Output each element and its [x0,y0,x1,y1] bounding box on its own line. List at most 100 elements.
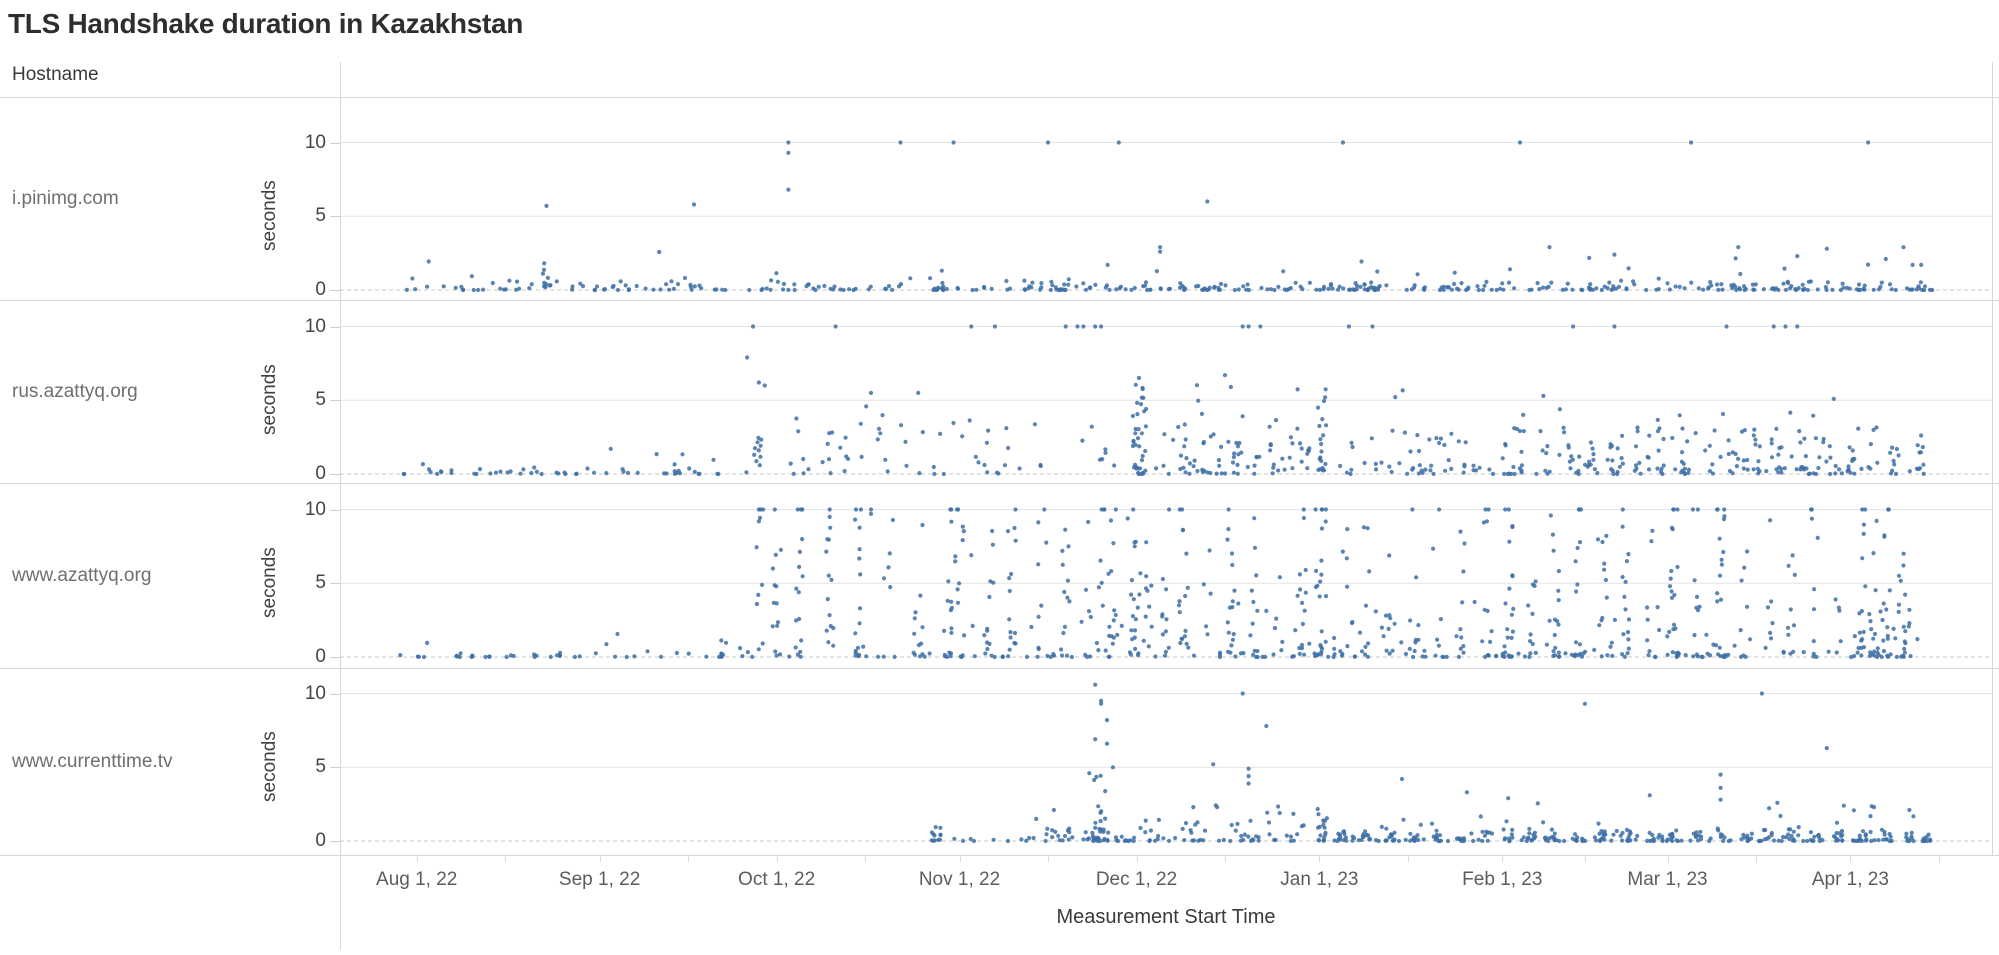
data-point [1313,507,1318,512]
data-point [1716,828,1721,833]
data-point [1000,654,1005,659]
data-point [1583,462,1588,467]
data-point [1007,647,1012,652]
data-point [1670,650,1675,655]
data-point [1907,621,1912,626]
data-point [1549,827,1554,832]
data-point [1526,603,1531,608]
data-point [1483,507,1488,512]
data-point [1108,518,1114,523]
data-point [1416,448,1422,454]
data-point [1012,640,1017,646]
data-point [1129,628,1134,633]
data-point [1230,637,1235,642]
data-point [1506,280,1512,285]
data-point [1218,281,1224,286]
data-point [1090,830,1095,835]
data-point [954,507,960,512]
data-point [1235,444,1241,449]
data-point [1196,838,1201,843]
data-point [1620,652,1625,657]
data-point [1674,654,1679,659]
data-point [1487,830,1492,835]
data-point [800,574,805,579]
data-point [1191,653,1197,658]
data-point [1909,834,1914,839]
data-point [1577,642,1582,647]
data-point [970,623,975,628]
data-point [1695,507,1700,512]
data-point [1112,463,1117,468]
data-point [1226,439,1231,444]
data-point [1698,829,1703,834]
data-point [1852,634,1857,639]
data-point [1045,653,1050,659]
data-point [1874,425,1879,430]
data-point [1268,448,1273,453]
data-point [1646,455,1651,460]
data-point [1290,466,1295,471]
data-point [1605,457,1610,462]
data-point [1834,831,1839,836]
data-point [1655,466,1660,471]
data-point [1316,838,1321,843]
data-point [1183,437,1188,442]
data-point [1006,654,1011,659]
data-point [1749,836,1754,841]
data-point [1431,834,1436,839]
data-point [861,644,866,649]
data-point [1527,287,1532,293]
data-point [1268,287,1274,292]
data-point [1903,592,1908,597]
data-point [1706,285,1711,290]
data-point [1343,835,1348,840]
data-point [1187,471,1192,476]
data-point [1344,556,1349,561]
data-point [711,457,716,462]
data-point [1094,774,1099,779]
data-point [1833,835,1838,840]
data-point [1069,654,1074,660]
data-point [1178,453,1184,458]
data-point [1264,608,1269,613]
data-point [831,643,836,648]
data-point [1135,466,1141,471]
data-point [1568,466,1573,471]
data-point [1647,433,1652,438]
data-point [1183,593,1188,599]
data-point [1704,632,1709,637]
data-point [541,267,547,272]
data-point [1345,584,1350,589]
data-point [1141,284,1146,289]
data-point [1131,438,1136,443]
data-point [1133,539,1138,544]
data-point [1111,635,1116,640]
data-point [1288,838,1293,844]
data-point [750,324,756,329]
data-point [1328,283,1334,288]
data-point [744,470,749,475]
data-point [1828,471,1833,477]
data-point [1649,539,1654,544]
data-point [1027,835,1032,841]
data-point [1482,283,1487,288]
data-point [1480,639,1485,644]
data-point [1902,650,1907,655]
data-point [1136,470,1141,475]
data-point [1756,471,1761,476]
data-point [797,564,802,569]
data-point [1359,649,1365,654]
data-point [1871,427,1876,432]
data-point [1204,624,1209,629]
data-point [1918,280,1923,285]
data-point [1809,507,1814,512]
data-point [1556,569,1561,574]
data-point [1291,811,1296,816]
data-point [1452,281,1457,287]
data-point [752,446,758,451]
data-point [1024,654,1030,659]
data-point [1330,286,1335,291]
data-point [1795,324,1800,329]
data-point [757,515,763,520]
data-point [1691,654,1696,659]
